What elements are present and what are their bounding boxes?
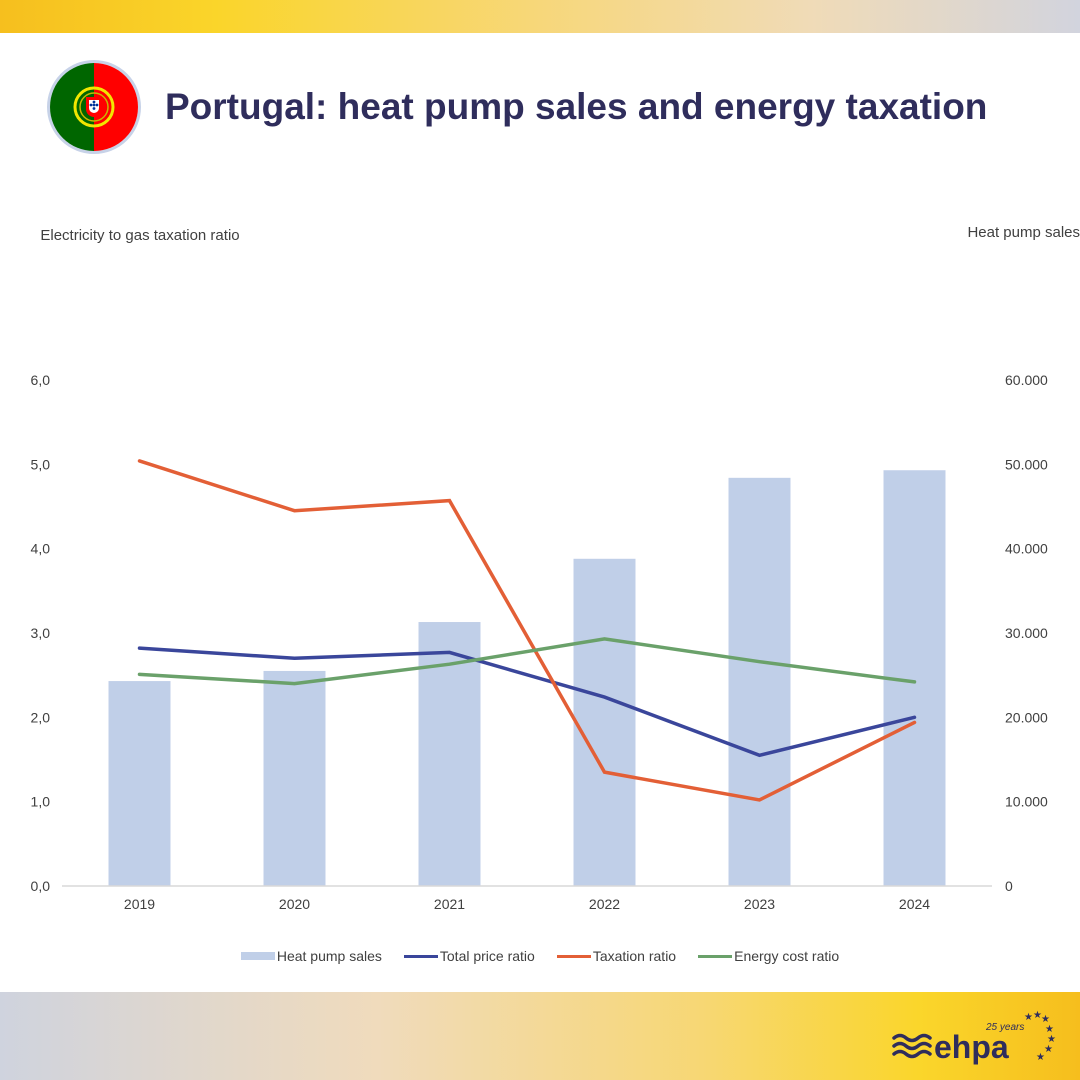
right-axis-ticks: 0 10.000 20.000 30.000 40.000 50.000 60.000: [1005, 372, 1048, 894]
bar-2020: [263, 670, 326, 886]
legend-swatch-taxation-ratio: [556, 954, 591, 958]
left-tick-label: 0,0: [31, 878, 51, 894]
left-axis-title: Electricity to gas taxation ratio: [40, 227, 240, 244]
right-tick-label: 0: [1005, 878, 1013, 894]
waves-icon: [892, 1033, 932, 1059]
line-energy-cost-ratio: [137, 637, 917, 686]
legend-swatch-heat-pump-sales: [240, 952, 275, 960]
svg-text:★: ★: [1024, 1012, 1033, 1023]
right-axis-title: Heat pump sales: [967, 224, 1080, 241]
legend-item-heat-pump-sales[interactable]: Heat pump sales: [240, 948, 382, 964]
legend-label: Energy cost ratio: [734, 948, 840, 964]
left-tick-label: 6,0: [31, 372, 51, 388]
x-tick-label: 2020: [279, 896, 310, 912]
legend-label: Taxation ratio: [592, 948, 677, 964]
top-gradient-bar: [0, 0, 1080, 33]
right-tick-label: 10.000: [1005, 794, 1048, 810]
right-tick-label: 50.000: [1005, 456, 1048, 472]
svg-text:★: ★: [1044, 1044, 1053, 1055]
page-title: Portugal: heat pump sales and energy tax…: [165, 86, 988, 127]
legend-swatch-total-price-ratio: [403, 954, 438, 958]
ehpa-logo: ehpa 25 years ★ ★ ★ ★★★★: [892, 1010, 1056, 1065]
legend-item-energy-cost-ratio[interactable]: Energy cost ratio: [698, 948, 839, 964]
svg-text:★: ★: [1033, 1010, 1042, 1021]
lines-group: [137, 459, 917, 802]
line-total-price-ratio: [137, 646, 917, 758]
logo-text: ehpa: [934, 1029, 1009, 1065]
right-tick-label: 30.000: [1005, 625, 1048, 641]
svg-text:★: ★: [1045, 1024, 1054, 1035]
x-tick-label: 2023: [744, 896, 775, 912]
x-tick-label: 2024: [899, 896, 930, 912]
legend-label: Heat pump sales: [276, 948, 382, 964]
logo-badge: 25 years: [985, 1022, 1024, 1033]
legend-swatch-energy-cost-ratio: [698, 954, 733, 958]
left-tick-label: 5,0: [31, 456, 51, 472]
portugal-flag-icon: [47, 60, 141, 154]
svg-text:★: ★: [1047, 1034, 1056, 1045]
x-tick-label: 2021: [434, 896, 465, 912]
legend-label: Total price ratio: [439, 948, 535, 964]
bar-2022: [573, 558, 636, 886]
x-tick-label: 2022: [589, 896, 620, 912]
right-tick-label: 40.000: [1005, 541, 1048, 557]
right-tick-label: 20.000: [1005, 709, 1048, 725]
bar-2019: [108, 681, 171, 886]
stars-icon: ★ ★ ★ ★★★★: [1024, 1010, 1056, 1063]
line-taxation-ratio: [137, 459, 917, 802]
bar-2023: [728, 477, 791, 886]
chart-legend: Heat pump sales Total price ratio Taxati…: [0, 948, 1080, 964]
left-axis-ticks: 0,0 1,0 2,0 3,0 4,0 5,0 6,0: [31, 372, 51, 894]
svg-text:★: ★: [1041, 1014, 1050, 1025]
left-tick-label: 1,0: [31, 794, 51, 810]
legend-item-taxation-ratio[interactable]: Taxation ratio: [556, 948, 677, 964]
right-tick-label: 60.000: [1005, 372, 1048, 388]
left-tick-label: 3,0: [31, 625, 51, 641]
svg-text:★: ★: [1036, 1052, 1045, 1063]
legend-item-total-price-ratio[interactable]: Total price ratio: [403, 948, 535, 964]
left-tick-label: 2,0: [31, 709, 51, 725]
x-axis-ticks: 2019 2020 2021 2022 2023 2024: [124, 896, 930, 912]
x-tick-label: 2019: [124, 896, 155, 912]
bars-group: [108, 470, 946, 886]
left-tick-label: 4,0: [31, 541, 51, 557]
